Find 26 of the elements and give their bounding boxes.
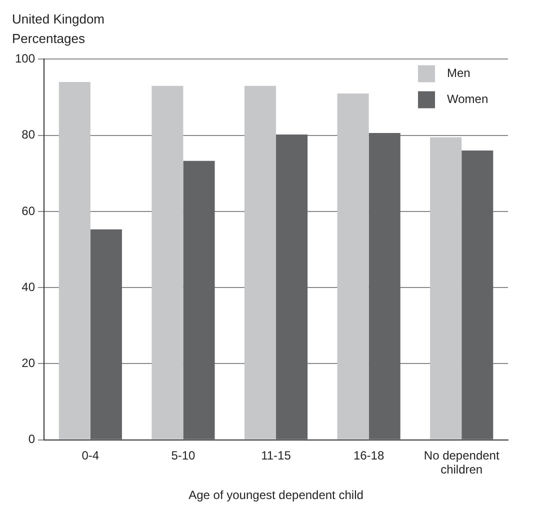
y-tick-label: 60 (22, 204, 36, 218)
x-axis-title: Age of youngest dependent child (188, 488, 364, 502)
bar (276, 134, 308, 440)
y-tick-label: 40 (22, 280, 36, 294)
chart-title: United Kingdom (12, 11, 104, 26)
legend-label: Women (447, 92, 488, 106)
legend-label: Men (447, 66, 470, 80)
x-tick-label: 5-10 (171, 448, 196, 462)
chart-subtitle: Percentages (12, 30, 86, 46)
bar (368, 133, 400, 440)
bar (152, 86, 184, 440)
bar (58, 82, 90, 440)
x-tick-label: No dependent children (424, 448, 500, 477)
bar (244, 86, 276, 440)
x-tick-label: 11-15 (261, 448, 292, 462)
y-tick-label: 100 (14, 52, 36, 66)
y-tick-label: 0 (28, 432, 36, 446)
bar (337, 93, 369, 440)
x-tick-label: 0-4 (82, 448, 100, 462)
x-tick-label: 16-18 (353, 448, 384, 462)
bar (183, 160, 215, 440)
bar (462, 150, 494, 440)
bar (430, 137, 462, 440)
y-tick-label: 20 (22, 356, 36, 370)
bar (90, 229, 122, 440)
y-tick-label: 80 (22, 128, 36, 142)
